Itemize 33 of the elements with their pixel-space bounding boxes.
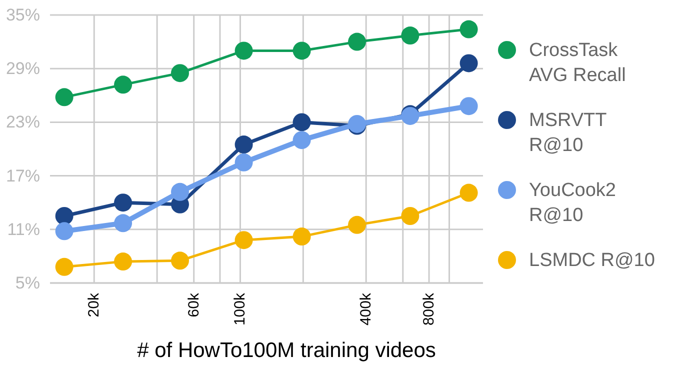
x-tick-label: 60k xyxy=(185,292,202,318)
y-tick-label: 17% xyxy=(6,166,40,186)
x-tick-label: 20k xyxy=(86,292,103,318)
point xyxy=(170,64,189,82)
point xyxy=(170,252,189,270)
point xyxy=(114,194,132,212)
point xyxy=(170,182,189,201)
point xyxy=(460,20,478,38)
x-tick-label: 800k xyxy=(420,292,438,326)
point xyxy=(55,207,74,225)
x-tick-label: 100k xyxy=(232,292,249,326)
point xyxy=(460,54,478,72)
y-tick-label: 11% xyxy=(7,220,40,239)
point xyxy=(460,97,478,116)
legend-label: LSMDC R@10 xyxy=(529,250,655,270)
y-tick-label: 29% xyxy=(6,59,40,78)
x-tick-label: 400k xyxy=(358,292,375,326)
point xyxy=(460,184,478,202)
point xyxy=(114,252,132,271)
point xyxy=(55,222,74,240)
point xyxy=(114,214,132,232)
point xyxy=(401,26,420,45)
point xyxy=(55,258,74,276)
point xyxy=(55,88,74,106)
y-tick-label: 5% xyxy=(15,274,40,292)
y-tick-label: 23% xyxy=(6,112,40,132)
x-axis-title: # of HowTo100M training videos xyxy=(137,339,436,362)
legend-label: YouCook2 R@10 xyxy=(529,180,616,226)
point xyxy=(114,76,132,94)
point xyxy=(401,207,420,225)
legend-label: MSRVTT R@10 xyxy=(529,110,608,156)
legend-label: CrossTask AVG Recall xyxy=(529,40,626,86)
y-tick-label: 35% xyxy=(6,6,40,24)
